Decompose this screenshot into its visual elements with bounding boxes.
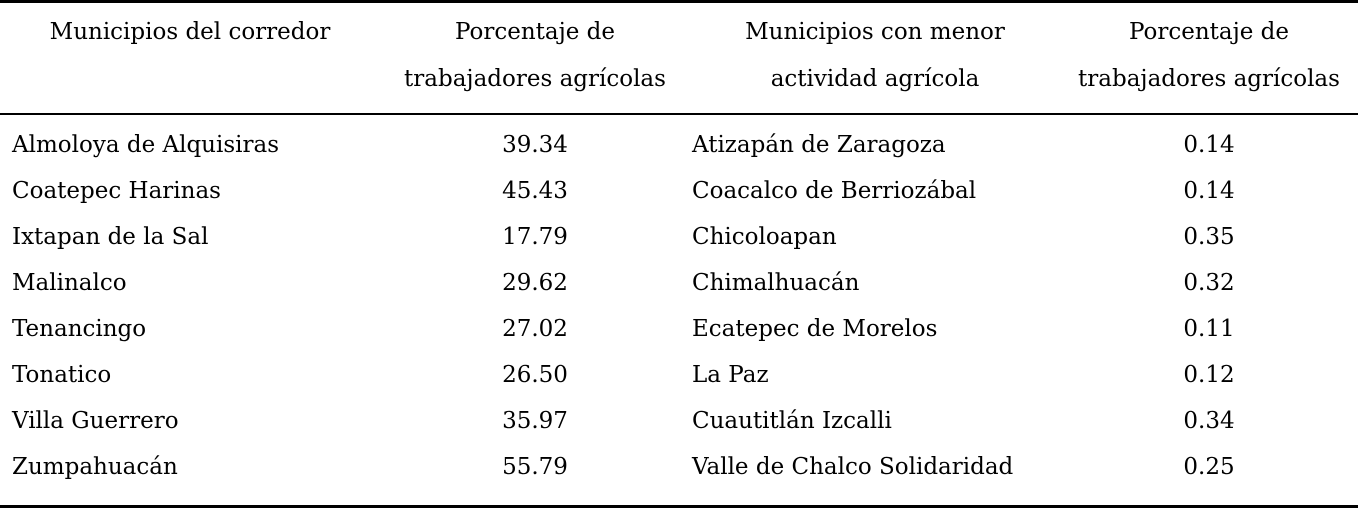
cell-lowest-pct: 0.11 [1183, 316, 1235, 342]
table-row: Villa Guerrero 35.97 Cuautitlán Izcalli … [0, 399, 1358, 445]
table-row: Ixtapan de la Sal 17.79 Chicoloapan 0.35 [0, 215, 1358, 261]
table-header: Municipios del corredor Porcentaje de tr… [0, 3, 1358, 115]
cell-corridor-pct: 35.97 [502, 408, 568, 434]
cell-lowest-municipality: Coacalco de Berriozábal [692, 178, 977, 204]
table-row: Tonatico 26.50 La Paz 0.12 [0, 353, 1358, 399]
cell-lowest-municipality: La Paz [692, 362, 769, 388]
table-body: Almoloya de Alquisiras 39.34 Atizapán de… [0, 114, 1358, 491]
header-col-lowest: Municipios con menor actividad agrícola [690, 3, 1060, 115]
header-col-corridor: Municipios del corredor [0, 3, 380, 115]
cell-corridor-municipality: Zumpahuacán [12, 454, 178, 480]
cell-corridor-pct: 26.50 [502, 362, 568, 388]
cell-lowest-municipality: Valle de Chalco Solidaridad [692, 454, 1014, 480]
header-text: Municipios con menor [745, 19, 1005, 45]
header-text: Porcentaje de [1128, 19, 1290, 45]
table-row: Almoloya de Alquisiras 39.34 Atizapán de… [0, 114, 1358, 169]
cell-lowest-pct: 0.14 [1183, 132, 1235, 158]
cell-lowest-pct: 0.12 [1183, 362, 1235, 388]
cell-corridor-municipality: Villa Guerrero [12, 408, 179, 434]
header-row: Municipios del corredor Porcentaje de tr… [0, 3, 1358, 115]
cell-corridor-pct: 29.62 [502, 270, 568, 296]
table-row: Coatepec Harinas 45.43 Coacalco de Berri… [0, 169, 1358, 215]
cell-corridor-pct: 55.79 [502, 454, 568, 480]
cell-lowest-municipality: Cuautitlán Izcalli [692, 408, 892, 434]
cell-lowest-municipality: Chimalhuacán [692, 270, 860, 296]
cell-corridor-municipality: Coatepec Harinas [12, 178, 221, 204]
header-text: actividad agrícola [770, 66, 980, 92]
table-row: Zumpahuacán 55.79 Valle de Chalco Solida… [0, 445, 1358, 491]
header-col-corridor-pct: Porcentaje de trabajadores agrícolas [380, 3, 690, 115]
cell-corridor-municipality: Almoloya de Alquisiras [12, 132, 280, 158]
header-text: trabajadores agrícolas [1078, 66, 1340, 92]
header-text: Municipios del corredor [49, 19, 331, 45]
cell-lowest-pct: 0.25 [1183, 454, 1235, 480]
table-row: Malinalco 29.62 Chimalhuacán 0.32 [0, 261, 1358, 307]
header-text: Porcentaje de [454, 19, 616, 45]
cell-corridor-municipality: Tenancingo [12, 316, 147, 342]
cell-corridor-pct: 27.02 [502, 316, 568, 342]
cell-lowest-pct: 0.34 [1183, 408, 1235, 434]
cell-lowest-pct: 0.14 [1183, 178, 1235, 204]
municipal-agriculture-table: Municipios del corredor Porcentaje de tr… [0, 3, 1358, 491]
cell-corridor-pct: 17.79 [502, 224, 568, 250]
cell-lowest-pct: 0.32 [1183, 270, 1235, 296]
cell-lowest-pct: 0.35 [1183, 224, 1235, 250]
cell-lowest-municipality: Atizapán de Zaragoza [692, 132, 946, 158]
cell-lowest-municipality: Chicoloapan [692, 224, 837, 250]
header-text: trabajadores agrícolas [404, 66, 666, 92]
cell-lowest-municipality: Ecatepec de Morelos [692, 316, 938, 342]
cell-corridor-municipality: Malinalco [12, 270, 127, 296]
cell-corridor-municipality: Tonatico [12, 362, 112, 388]
header-col-lowest-pct: Porcentaje de trabajadores agrícolas [1060, 3, 1358, 115]
table-row: Tenancingo 27.02 Ecatepec de Morelos 0.1… [0, 307, 1358, 353]
cell-corridor-pct: 45.43 [502, 178, 568, 204]
cell-corridor-municipality: Ixtapan de la Sal [12, 224, 209, 250]
cell-corridor-pct: 39.34 [502, 132, 568, 158]
